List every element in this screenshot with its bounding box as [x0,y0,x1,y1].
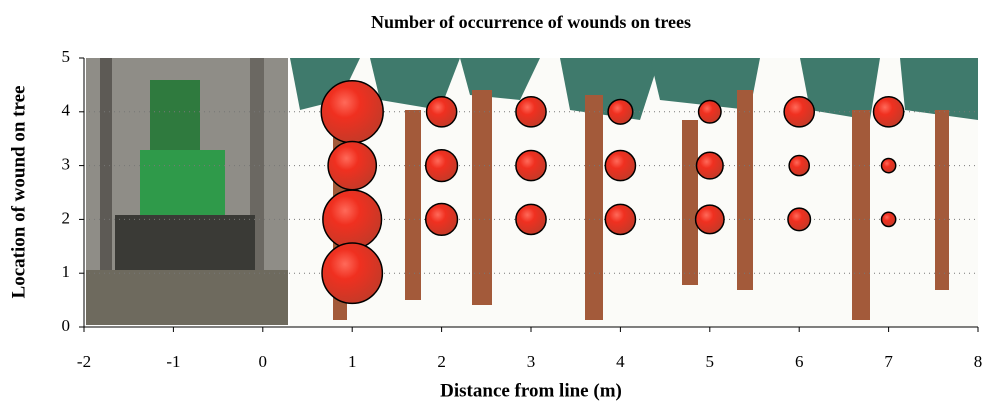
bubble [787,207,812,232]
chart-title: Number of occurrence of wounds on trees [371,12,691,32]
y-tick-label: 2 [62,208,71,227]
x-axis-label: Distance from line (m) [440,380,622,401]
bubble [327,140,378,191]
x-tick-label: -2 [77,352,91,371]
bubble [695,151,724,180]
bubble [424,202,459,237]
bubble [783,95,816,128]
y-tick-label: 3 [62,155,71,174]
x-tick-label: -1 [166,352,180,371]
bubble [872,95,905,128]
bubble [321,242,384,305]
bubble [880,211,897,228]
x-tick-label: 4 [616,352,625,371]
bubble [788,154,811,177]
y-tick-label: 5 [62,47,71,66]
y-tick-label: 4 [62,101,71,120]
photo-harvester [86,58,288,325]
x-tick-label: 1 [348,352,357,371]
x-tick-label: 5 [706,352,715,371]
bubble [880,157,897,174]
bubble [515,149,547,182]
x-tick-label: 0 [259,352,268,371]
bubble [604,203,637,236]
x-tick-label: 6 [795,352,804,371]
background-trees [290,58,978,327]
bubble [694,204,725,235]
bubble [425,95,458,128]
bubble [515,95,547,128]
bubble [604,149,637,182]
bubble [322,189,383,250]
x-tick-label: 3 [527,352,536,371]
bubble [515,203,547,236]
x-tick-label: 7 [884,352,893,371]
y-tick-label: 1 [62,262,71,281]
y-axis-label: Location of wound on tree [8,86,29,299]
bubble [424,148,459,183]
x-tick-label: 8 [974,352,983,371]
bubble [320,80,384,144]
x-tick-label: 2 [437,352,446,371]
bubble [607,98,634,125]
y-tick-label: 0 [62,316,71,335]
bubble [697,99,722,124]
